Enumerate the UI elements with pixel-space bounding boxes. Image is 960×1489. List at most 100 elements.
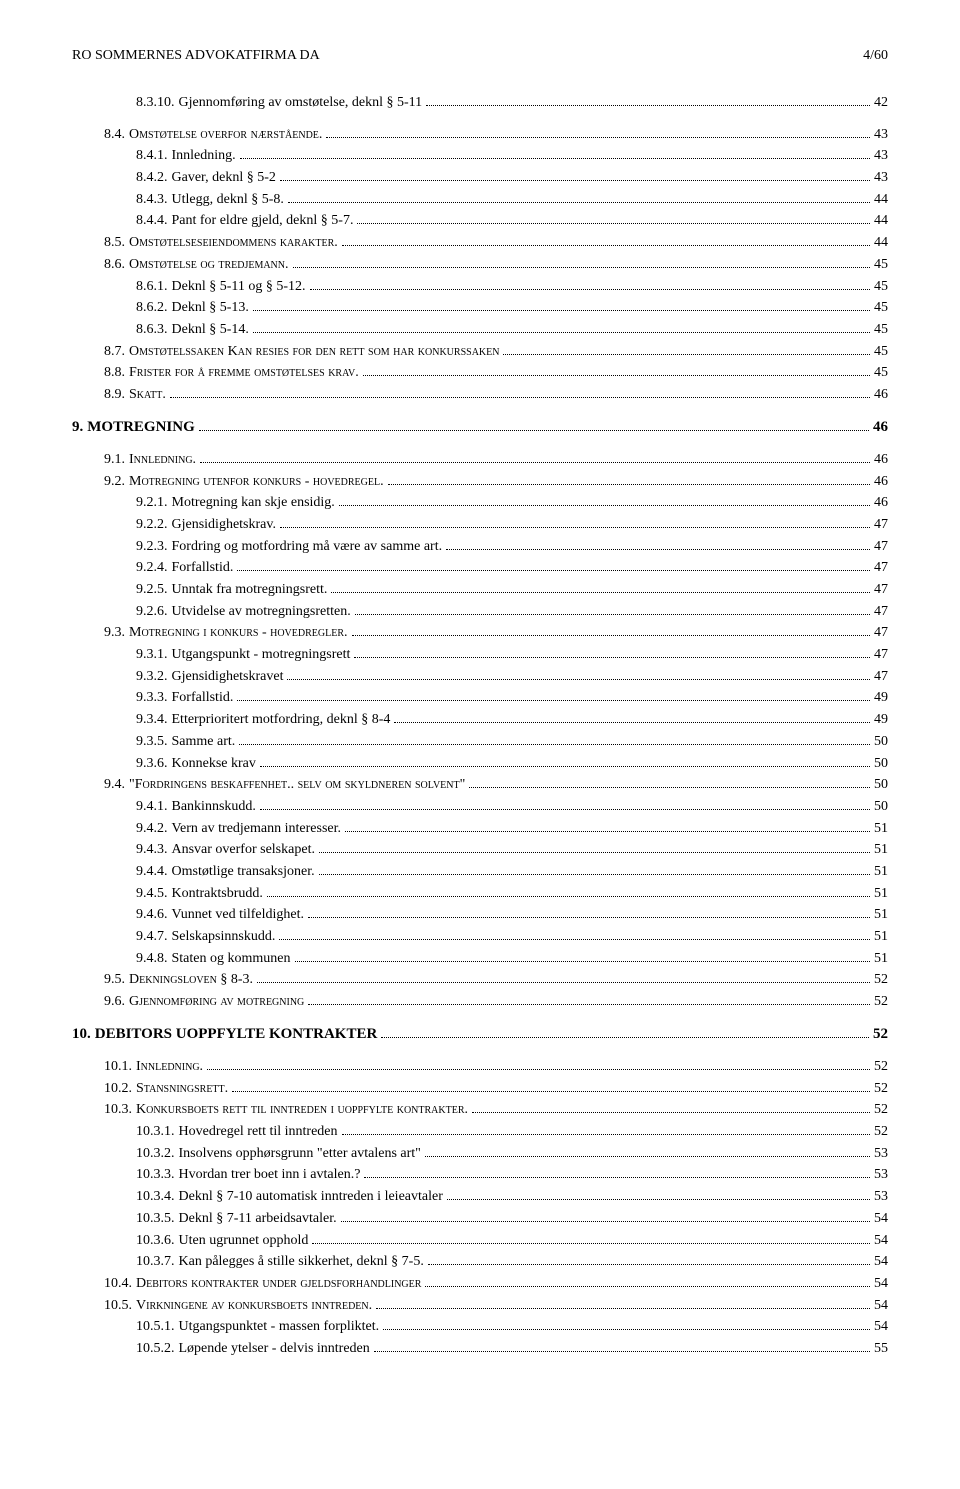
toc-title: Bankinnskudd.	[168, 796, 256, 818]
toc-leader-dots	[288, 202, 870, 203]
toc-page-number: 45	[874, 276, 888, 298]
toc-row: 9.2.3.Fordring og motfordring må være av…	[72, 536, 888, 558]
toc-row: 8.6.2.Deknl § 5-13.45	[72, 297, 888, 319]
toc-title: Debitors kontrakter under gjeldsforhandl…	[132, 1273, 421, 1295]
toc-page-number: 52	[874, 1099, 888, 1121]
toc-title: Vern av tredjemann interesser.	[168, 818, 342, 840]
toc-title: Deknl § 7-10 automatisk inntreden i leie…	[175, 1186, 443, 1208]
toc-title: Fordring og motfordring må være av samme…	[168, 536, 443, 558]
toc-number: 9.2.3.	[136, 536, 168, 558]
toc-title: Omstøtelse og tredjemann.	[125, 254, 289, 276]
toc-number: 10.4.	[104, 1273, 132, 1295]
toc-number: 9.3.6.	[136, 753, 168, 775]
toc-leader-dots	[342, 1134, 871, 1135]
toc-title: Konkursboets rett til inntreden i uoppfy…	[132, 1099, 468, 1121]
toc-page-number: 45	[874, 319, 888, 341]
toc-number: 9.4.7.	[136, 926, 168, 948]
toc-page-number: 51	[874, 904, 888, 926]
toc-number: 9.1.	[104, 449, 125, 471]
toc-title: Deknl § 7-11 arbeidsavtaler.	[175, 1208, 337, 1230]
toc-number: 10.2.	[104, 1078, 132, 1100]
toc-title: Staten og kommunen	[168, 948, 291, 970]
toc-title: Pant for eldre gjeld, deknl § 5-7.	[168, 210, 354, 232]
toc-leader-dots	[363, 375, 870, 376]
toc-number: 8.4.3.	[136, 189, 168, 211]
toc-row: 9.4."Fordringens beskaffenhet.. selv om …	[72, 774, 888, 796]
toc-row: 10.3.7.Kan pålegges å stille sikkerhet, …	[72, 1251, 888, 1273]
toc-number: 9.2.4.	[136, 557, 168, 579]
toc-page-number: 45	[874, 362, 888, 384]
toc-page-number: 53	[874, 1164, 888, 1186]
toc-leader-dots	[428, 1264, 870, 1265]
toc-row: 9.4.4.Omstøtlige transaksjoner. 51	[72, 861, 888, 883]
toc-title: Omstøtelse overfor nærstående.	[125, 124, 322, 146]
toc-row: 10.3.Konkursboets rett til inntreden i u…	[72, 1099, 888, 1121]
toc-number: 10.	[72, 1023, 91, 1046]
toc-row: 9.4.3.Ansvar overfor selskapet.51	[72, 839, 888, 861]
toc-page-number: 52	[874, 1078, 888, 1100]
toc-title: Skatt.	[125, 384, 166, 406]
toc-leader-dots	[472, 1112, 870, 1113]
toc-number: 9.4.3.	[136, 839, 168, 861]
toc-leader-dots	[388, 484, 870, 485]
toc-number: 8.4.	[104, 124, 125, 146]
toc-page-number: 47	[874, 601, 888, 623]
toc-number: 9.4.4.	[136, 861, 168, 883]
toc-page-number: 54	[874, 1295, 888, 1317]
toc-title: MOTREGNING	[83, 416, 195, 439]
toc-title: Innledning.	[168, 145, 236, 167]
toc-title: Deknl § 5-13.	[168, 297, 249, 319]
toc-title: Innledning.	[125, 449, 196, 471]
toc-row: 9.2.2.Gjensidighetskrav.47	[72, 514, 888, 536]
toc-leader-dots	[267, 896, 870, 897]
toc-leader-dots	[326, 137, 870, 138]
toc-number: 8.6.3.	[136, 319, 168, 341]
toc-title: Gjensidighetskravet	[168, 666, 284, 688]
toc-title: Omstøtlige transaksjoner.	[168, 861, 315, 883]
toc-title: Forfallstid.	[168, 687, 234, 709]
toc-row: 10.5.Virkningene av konkursboets inntred…	[72, 1295, 888, 1317]
toc-page-number: 43	[874, 167, 888, 189]
toc-leader-dots	[253, 310, 870, 311]
toc-row: 8.4.Omstøtelse overfor nærstående.43	[72, 124, 888, 146]
toc-page-number: 51	[874, 861, 888, 883]
toc-page-number: 51	[874, 818, 888, 840]
toc-page-number: 54	[874, 1208, 888, 1230]
toc-title: Frister for å fremme omstøtelses krav.	[125, 362, 359, 384]
toc-row: 9.4.5.Kontraktsbrudd.51	[72, 883, 888, 905]
toc-row: 9.3.6.Konnekse krav50	[72, 753, 888, 775]
toc-number: 9.3.5.	[136, 731, 168, 753]
toc-title: Motregning i konkurs - hovedregler.	[125, 622, 348, 644]
toc-number: 9.6.	[104, 991, 125, 1013]
toc-leader-dots	[394, 722, 870, 723]
toc-page-number: 47	[874, 644, 888, 666]
toc-title: Utgangspunktet - massen forpliktet.	[175, 1316, 380, 1338]
header-left: RO SOMMERNES ADVOKATFIRMA DA	[72, 48, 320, 64]
toc-page-number: 50	[874, 796, 888, 818]
toc-title: Etterprioritert motfordring, deknl § 8-4	[168, 709, 391, 731]
toc-number: 9.3.	[104, 622, 125, 644]
toc-page-number: 45	[874, 297, 888, 319]
toc-row: 8.6.Omstøtelse og tredjemann.45	[72, 254, 888, 276]
toc-number: 9.4.2.	[136, 818, 168, 840]
toc-leader-dots	[383, 1329, 870, 1330]
toc-leader-dots	[339, 505, 870, 506]
toc-row: 9.5.Dekningsloven § 8-3.52	[72, 969, 888, 991]
toc-title: Kan pålegges å stille sikkerhet, deknl §…	[175, 1251, 424, 1273]
toc-title: Ansvar overfor selskapet.	[168, 839, 315, 861]
toc-row: 9.6.Gjennomføring av motregning52	[72, 991, 888, 1013]
toc-leader-dots	[257, 982, 870, 983]
toc-title: Gjennomføring av motregning	[125, 991, 304, 1013]
toc-page-number: 44	[874, 189, 888, 211]
toc-page-number: 46	[874, 449, 888, 471]
toc-row: 10.5.1.Utgangspunktet - massen forplikte…	[72, 1316, 888, 1338]
toc-page-number: 49	[874, 687, 888, 709]
toc-row: 9.2.1.Motregning kan skje ensidig.46	[72, 492, 888, 514]
toc-number: 9.4.1.	[136, 796, 168, 818]
toc-row: 9.3.4.Etterprioritert motfordring, deknl…	[72, 709, 888, 731]
toc-leader-dots	[425, 1156, 870, 1157]
toc-row: 8.4.3.Utlegg, deknl § 5-8.44	[72, 189, 888, 211]
toc-row: 10.3.1.Hovedregel rett til inntreden52	[72, 1121, 888, 1143]
toc-row: 10.5.2.Løpende ytelser - delvis inntrede…	[72, 1338, 888, 1360]
toc-leader-dots	[260, 766, 870, 767]
